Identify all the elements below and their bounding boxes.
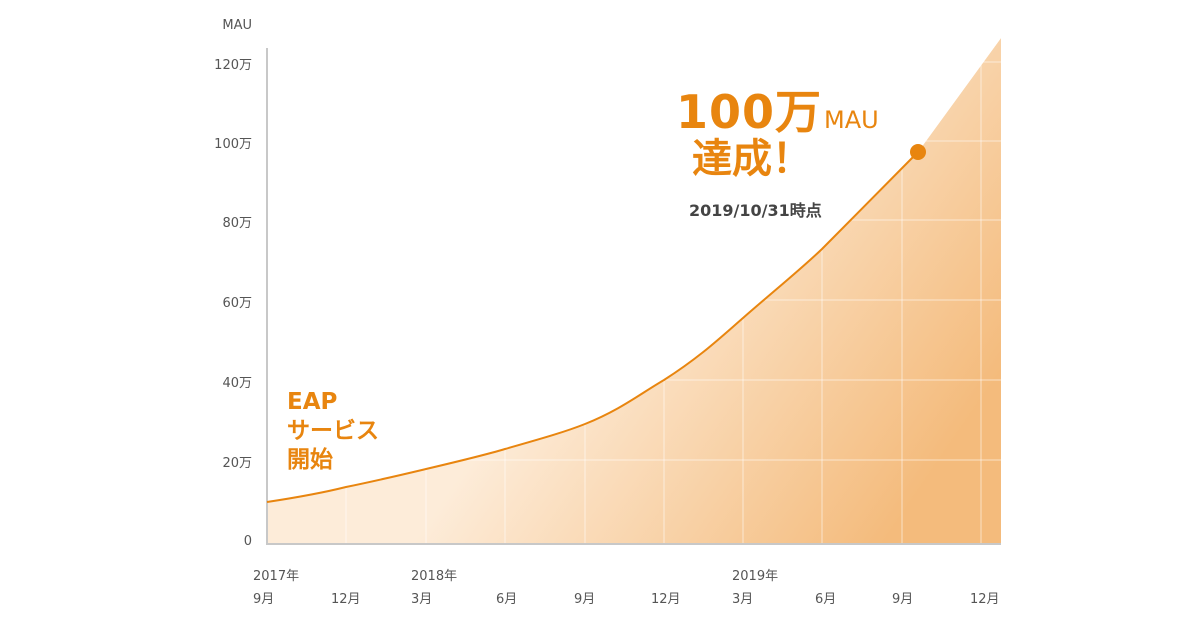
- x-month-label: 12月: [331, 592, 361, 607]
- y-tick-label: 80万: [222, 216, 252, 231]
- y-tick-label: 40万: [222, 376, 252, 391]
- milestone-unit: MAU: [824, 106, 879, 134]
- x-year-label: 2019年: [732, 569, 779, 584]
- milestone-annotation: 100万MAU 達成！: [676, 76, 879, 182]
- milestone-achieved: 達成！: [692, 136, 812, 182]
- mau-line: [266, 151, 919, 503]
- x-year-label: 2017年: [253, 569, 300, 584]
- y-tick-label: 100万: [214, 137, 252, 152]
- y-axis-unit: MAU: [222, 18, 252, 33]
- eap-start-annotation: EAP サービス 開始: [287, 388, 379, 475]
- x-month-label: 3月: [411, 592, 433, 607]
- y-tick-label: 60万: [222, 296, 252, 311]
- x-month-label: 9月: [892, 592, 914, 607]
- x-month-label: 12月: [651, 592, 681, 607]
- area-fill: [267, 38, 1001, 544]
- x-month-label: 9月: [253, 592, 275, 607]
- milestone-date: 2019/10/31時点: [689, 201, 822, 220]
- milestone-dot: [910, 144, 926, 160]
- x-month-label: 3月: [732, 592, 754, 607]
- eap-line-1: EAP: [287, 389, 338, 415]
- x-month-label: 6月: [496, 592, 518, 607]
- x-year-label: 2018年: [411, 569, 458, 584]
- eap-line-3: 開始: [287, 447, 333, 473]
- milestone-number: 100万: [676, 85, 823, 139]
- y-tick-label: 20万: [222, 456, 252, 471]
- x-month-label: 6月: [815, 592, 837, 607]
- y-tick-label: 0: [243, 534, 252, 549]
- x-month-label: 9月: [574, 592, 596, 607]
- eap-line-2: サービス: [287, 418, 379, 444]
- x-month-label: 12月: [970, 592, 1000, 607]
- y-tick-label: 120万: [214, 58, 252, 73]
